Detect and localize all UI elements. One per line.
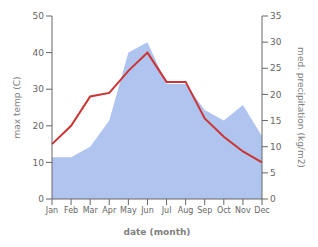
svg-text:30: 30 — [270, 37, 282, 47]
svg-text:Jan: Jan — [45, 206, 58, 215]
svg-text:10: 10 — [33, 158, 45, 168]
svg-text:40: 40 — [33, 48, 45, 58]
svg-text:Sep: Sep — [197, 206, 212, 215]
svg-text:20: 20 — [270, 90, 282, 100]
svg-text:25: 25 — [270, 63, 281, 73]
svg-text:20: 20 — [33, 121, 45, 131]
svg-text:date (month): date (month) — [124, 227, 191, 237]
svg-text:Feb: Feb — [64, 206, 78, 215]
svg-text:Mar: Mar — [83, 206, 99, 215]
svg-text:May: May — [120, 206, 137, 215]
svg-text:max temp (C): max temp (C) — [12, 76, 22, 138]
svg-text:30: 30 — [33, 84, 45, 94]
svg-text:0: 0 — [38, 194, 44, 204]
svg-text:10: 10 — [270, 142, 282, 152]
svg-text:Jun: Jun — [140, 206, 154, 215]
svg-text:5: 5 — [270, 168, 276, 178]
svg-text:Apr: Apr — [102, 206, 117, 215]
svg-text:0: 0 — [270, 194, 276, 204]
svg-text:Dec: Dec — [254, 206, 269, 215]
svg-text:Jul: Jul — [161, 206, 172, 215]
svg-text:35: 35 — [270, 11, 281, 21]
svg-text:med. precipitation (kg/m2): med. precipitation (kg/m2) — [296, 47, 306, 168]
svg-text:15: 15 — [270, 116, 281, 126]
svg-text:Oct: Oct — [217, 206, 231, 215]
svg-text:50: 50 — [33, 11, 45, 21]
svg-text:Aug: Aug — [178, 206, 194, 215]
svg-text:Nov: Nov — [235, 206, 251, 215]
